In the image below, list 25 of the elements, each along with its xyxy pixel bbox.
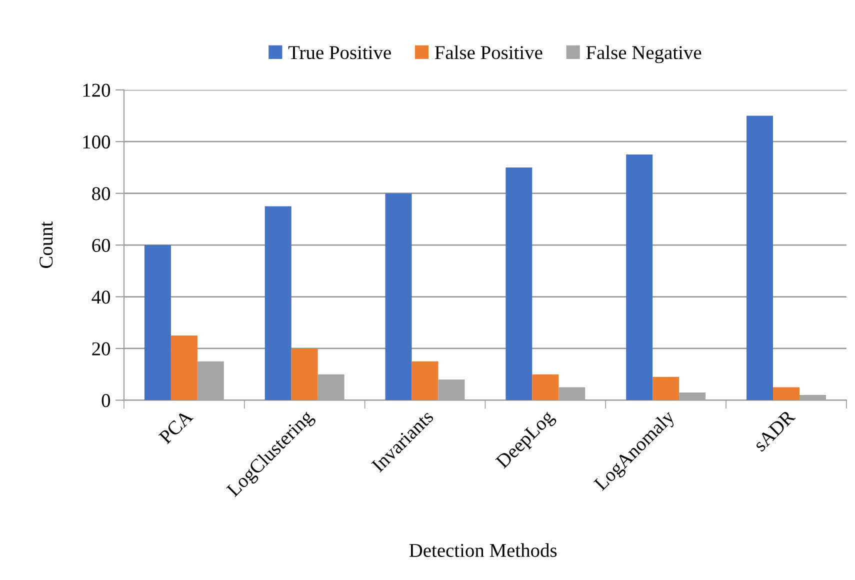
legend-label: False Negative xyxy=(586,45,702,64)
legend-label: True Positive xyxy=(288,46,391,60)
bar xyxy=(626,154,653,400)
bar xyxy=(412,361,438,400)
bar xyxy=(506,167,532,400)
y-tick-label: 20 xyxy=(92,342,110,356)
y-tick-label: 60 xyxy=(92,238,110,252)
x-axis-title: Detection Methods xyxy=(409,543,557,557)
y-tick-label: 0 xyxy=(102,394,110,408)
bar xyxy=(532,374,559,400)
legend-label: False Positive xyxy=(434,45,542,60)
bar xyxy=(746,116,773,400)
y-tick-label: 40 xyxy=(92,290,110,304)
y-tick-label: 120 xyxy=(83,84,110,97)
bar xyxy=(144,245,171,400)
bar xyxy=(291,348,318,400)
bar xyxy=(264,206,292,400)
y-axis-title: Count xyxy=(40,221,53,268)
bar xyxy=(385,193,412,400)
y-tick-label: 80 xyxy=(92,187,110,200)
bar xyxy=(773,387,800,400)
bar xyxy=(652,376,680,400)
y-tick-label: 100 xyxy=(83,135,110,149)
bar xyxy=(170,336,198,400)
x-tick-label: PCA xyxy=(158,409,194,445)
